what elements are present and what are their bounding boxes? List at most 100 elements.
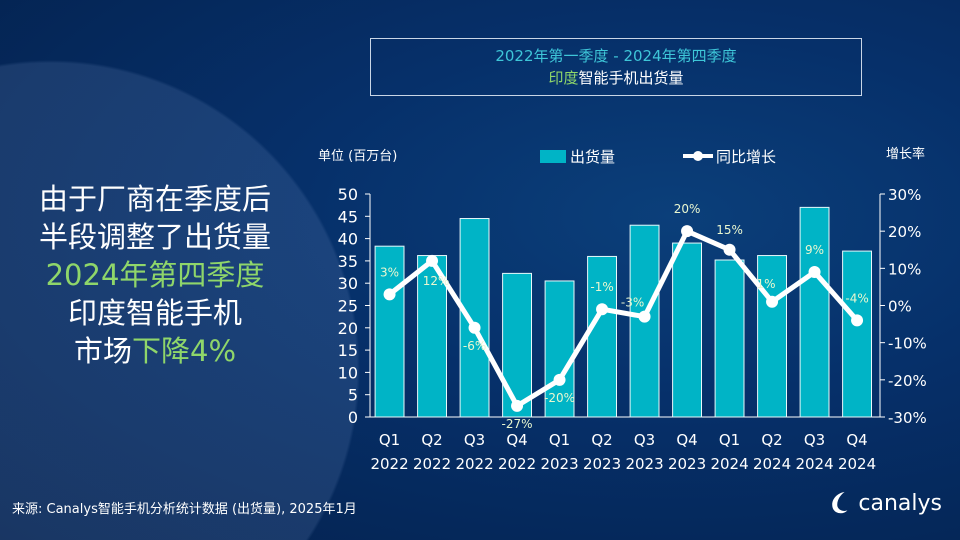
source-note: 来源: Canalys智能手机分析统计数据 (出货量), 2025年1月 (12, 502, 357, 517)
legend-bar-swatch (540, 150, 566, 163)
x-tick-year: 2022 (498, 455, 536, 473)
headline-line: 由于厂商在季度后 (38, 182, 271, 216)
legend-line-label: 同比增长 (716, 148, 776, 166)
growth-point (511, 399, 524, 412)
left-tick-label: 45 (338, 207, 358, 226)
left-tick-label: 5 (348, 386, 358, 405)
growth-data-label: -27% (502, 417, 533, 431)
x-tick-year: 2022 (413, 455, 451, 473)
bar (757, 255, 787, 418)
bar (842, 250, 872, 418)
bar (799, 206, 830, 418)
x-tick-year: 2023 (583, 455, 621, 473)
headline-highlight: 下降4% (132, 334, 237, 368)
growth-data-label: -4% (845, 291, 868, 305)
growth-data-label: 1% (757, 277, 776, 291)
x-tick-quarter: Q3 (804, 431, 825, 449)
x-tick-quarter: Q2 (421, 431, 442, 449)
headline: 由于厂商在季度后 半段调整了出货量 2024年第四季度 印度智能手机 市场下降4… (10, 180, 300, 370)
legend-bar-label: 出货量 (570, 148, 615, 166)
canalys-logo: canalys (828, 490, 942, 516)
growth-data-label: 9% (805, 243, 824, 257)
left-tick-label: 0 (348, 408, 358, 427)
left-tick-label: 25 (338, 297, 358, 316)
left-tick-label: 15 (338, 341, 358, 360)
x-tick-year: 2023 (668, 455, 706, 473)
right-axis-label: 增长率 (886, 146, 925, 162)
growth-data-label: 3% (380, 265, 399, 279)
x-tick-quarter: Q1 (549, 431, 570, 449)
growth-point (723, 243, 736, 256)
growth-data-label: 20% (674, 202, 701, 216)
x-tick-year: 2022 (455, 455, 493, 473)
growth-point (766, 295, 779, 308)
left-tick-label: 30 (338, 274, 358, 293)
growth-point (808, 266, 821, 279)
x-tick-quarter: Q1 (379, 431, 400, 449)
growth-data-label: 12% (423, 274, 450, 288)
headline-line: 半段调整了出货量 (38, 220, 271, 254)
x-tick-year: 2024 (795, 455, 833, 473)
bar (672, 242, 702, 418)
chart-title-period: 2022年第一季度 - 2024年第四季度 (495, 47, 737, 65)
logo-text: canalys (858, 490, 942, 516)
right-tick-label: -20% (888, 372, 927, 390)
canalys-logo-icon (832, 491, 848, 514)
bar (459, 218, 490, 418)
growth-point (553, 373, 566, 386)
x-tick-year: 2023 (625, 455, 663, 473)
chart-title-subject: 印度智能手机出货量 (371, 67, 861, 89)
headline-line: 市场下降4% (10, 332, 300, 370)
title-green: 印度 (548, 69, 579, 87)
growth-point (383, 288, 396, 301)
bar (544, 280, 575, 418)
right-tick-label: -10% (888, 335, 927, 353)
growth-data-label: -6% (463, 339, 486, 353)
right-tick-label: 10% (888, 260, 921, 278)
bar (374, 245, 405, 418)
x-tick-year: 2022 (370, 455, 408, 473)
bar (417, 255, 448, 418)
right-tick-label: 20% (888, 223, 921, 241)
growth-point (596, 303, 609, 316)
growth-data-label: -1% (590, 280, 613, 294)
headline-line: 2024年第四季度 (45, 258, 265, 292)
left-tick-label: 35 (338, 252, 358, 271)
bar (502, 272, 533, 418)
growth-point (426, 254, 439, 267)
x-tick-quarter: Q4 (676, 431, 697, 449)
right-tick-label: 30% (888, 186, 921, 204)
right-tick-label: -30% (888, 409, 927, 427)
x-tick-year: 2024 (753, 455, 791, 473)
bar (587, 255, 617, 418)
growth-line (388, 228, 859, 409)
right-tick-label: 0% (888, 298, 912, 316)
legend-line-marker (693, 151, 703, 161)
x-tick-year: 2023 (540, 455, 578, 473)
chart-title-box: 2022年第一季度 - 2024年第四季度 印度智能手机出货量 (370, 38, 862, 96)
left-tick-label: 10 (338, 363, 358, 382)
growth-data-label: -3% (621, 296, 644, 310)
x-tick-quarter: Q3 (464, 431, 485, 449)
headline-line: 印度智能手机 (67, 296, 242, 330)
left-axis-label: 单位 (百万台) (318, 149, 397, 164)
x-tick-quarter: Q3 (634, 431, 655, 449)
title-rest: 智能手机出货量 (578, 69, 684, 87)
left-tick-label: 20 (338, 319, 358, 338)
growth-data-label: -20% (544, 391, 575, 405)
x-tick-quarter: Q2 (761, 431, 782, 449)
x-tick-year: 2024 (838, 455, 876, 473)
x-tick-year: 2024 (710, 455, 748, 473)
x-tick-quarter: Q2 (591, 431, 612, 449)
headline-text: 市场 (73, 334, 132, 368)
left-tick-label: 50 (338, 185, 358, 204)
left-tick-label: 40 (338, 230, 358, 249)
growth-point (638, 310, 651, 323)
bar (714, 259, 745, 418)
growth-point (468, 321, 481, 334)
x-tick-quarter: Q4 (846, 431, 867, 449)
x-tick-quarter: Q1 (719, 431, 740, 449)
x-tick-quarter: Q4 (506, 431, 527, 449)
growth-data-label: 15% (716, 223, 743, 237)
